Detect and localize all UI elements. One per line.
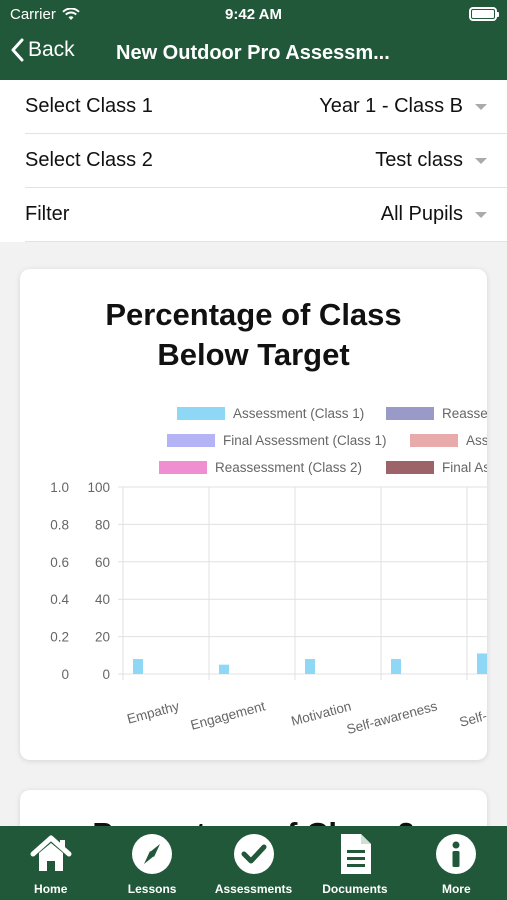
top-bar: Carrier 9:42 AM Back New Outdoor Pro Ass… (0, 0, 507, 80)
tab-documents-label: Documents (322, 882, 388, 896)
tab-lessons[interactable]: Lessons (101, 826, 202, 900)
y-left-tick-label: 1.0 (50, 480, 69, 495)
filter-value: All Pupils (380, 203, 463, 225)
status-bar: Carrier 9:42 AM (0, 0, 507, 28)
legend-label: Assessment (Class 1) (233, 406, 364, 421)
select-class-2-label: Select Class 2 (25, 149, 153, 171)
legend-swatch (177, 407, 225, 420)
selector-list: Select Class 1 Year 1 - Class B Select C… (0, 80, 507, 242)
back-label: Back (28, 38, 75, 61)
chevron-down-icon (475, 211, 487, 218)
select-class-1-dropdown[interactable]: Year 1 - Class B (319, 95, 487, 118)
home-icon (29, 832, 73, 876)
page-title: New Outdoor Pro Assessm... (116, 42, 390, 64)
tab-documents[interactable]: Documents (304, 826, 405, 900)
y-left-tick-label: 0 (61, 667, 69, 682)
chevron-left-icon (11, 38, 24, 62)
legend-label: Reassessment (Class 2) (215, 460, 362, 475)
chart-title-line-2: Below Target (157, 337, 350, 372)
tab-assessments-label: Assessments (214, 882, 293, 896)
bar (391, 659, 401, 674)
bar (305, 659, 315, 674)
tab-more[interactable]: More (406, 826, 507, 900)
select-class-1-value: Year 1 - Class B (319, 95, 463, 117)
chevron-down-icon (475, 103, 487, 110)
x-tick-label: Self-awareness (345, 698, 439, 737)
check-icon (232, 832, 276, 876)
x-tick-label: Empathy (125, 698, 181, 726)
legend-label: Final As (442, 460, 487, 475)
bar-chart: Assessment (Class 1) Reasse Final Assessme… (50, 406, 487, 737)
chevron-down-icon (475, 157, 487, 164)
y-right-tick-label: 40 (95, 592, 110, 607)
legend-label: Final Assessment (Class 1) (223, 433, 387, 448)
y-left-tick-label: 0.8 (50, 517, 69, 532)
x-tick-label: Self-regula (458, 698, 487, 730)
select-class-1-label: Select Class 1 (25, 95, 153, 117)
bar (477, 653, 487, 674)
x-tick-label: Motivation (289, 698, 352, 728)
carrier-label: Carrier (10, 6, 56, 23)
chart-card: Percentage of Class Below Target Assessm… (20, 269, 487, 760)
wifi-icon (62, 8, 80, 20)
navigation-bar: Back New Outdoor Pro Assessm... (0, 28, 507, 80)
legend-label: Reasse (442, 406, 487, 421)
compass-icon (130, 832, 174, 876)
legend-swatch (386, 461, 434, 474)
carrier-info: Carrier (10, 6, 80, 23)
tab-bar: Home Lessons Assessments (0, 826, 507, 900)
chart-title: Percentage of Class Below Target (20, 295, 487, 375)
y-right-tick-label: 60 (95, 555, 110, 570)
chart-title-line-1: Percentage of Class (105, 297, 402, 332)
legend-swatch (159, 461, 207, 474)
back-button[interactable]: Back (10, 38, 75, 62)
tab-lessons-label: Lessons (127, 882, 177, 896)
tab-more-label: More (441, 882, 471, 896)
y-right-tick-label: 80 (95, 517, 110, 532)
filter-row[interactable]: Filter All Pupils (25, 188, 507, 242)
select-class-2-dropdown[interactable]: Test class (375, 149, 487, 172)
tab-home-label: Home (34, 882, 68, 896)
document-icon (333, 832, 377, 876)
y-left-tick-label: 0.6 (50, 555, 69, 570)
filter-label: Filter (25, 203, 70, 225)
y-right-tick-label: 20 (95, 630, 110, 645)
legend-label: Ass (466, 433, 487, 448)
legend-swatch (167, 434, 215, 447)
x-tick-label: Engagement (189, 698, 267, 732)
y-left-tick-label: 0.2 (50, 630, 69, 645)
filter-dropdown[interactable]: All Pupils (381, 203, 487, 226)
tab-assessments[interactable]: Assessments (203, 826, 304, 900)
bar (219, 664, 229, 674)
select-class-1-row[interactable]: Select Class 1 Year 1 - Class B (25, 80, 507, 134)
legend-swatch (386, 407, 434, 420)
y-right-tick-label: 100 (87, 480, 110, 495)
y-right-tick-label: 0 (102, 667, 110, 682)
bar (133, 659, 143, 674)
tab-home[interactable]: Home (0, 826, 101, 900)
select-class-2-value: Test class (375, 149, 463, 171)
y-left-tick-label: 0.4 (50, 592, 69, 607)
status-time: 9:42 AM (225, 6, 282, 23)
battery-icon (469, 7, 499, 21)
info-icon (434, 832, 478, 876)
select-class-2-row[interactable]: Select Class 2 Test class (25, 134, 507, 188)
legend-swatch (410, 434, 458, 447)
